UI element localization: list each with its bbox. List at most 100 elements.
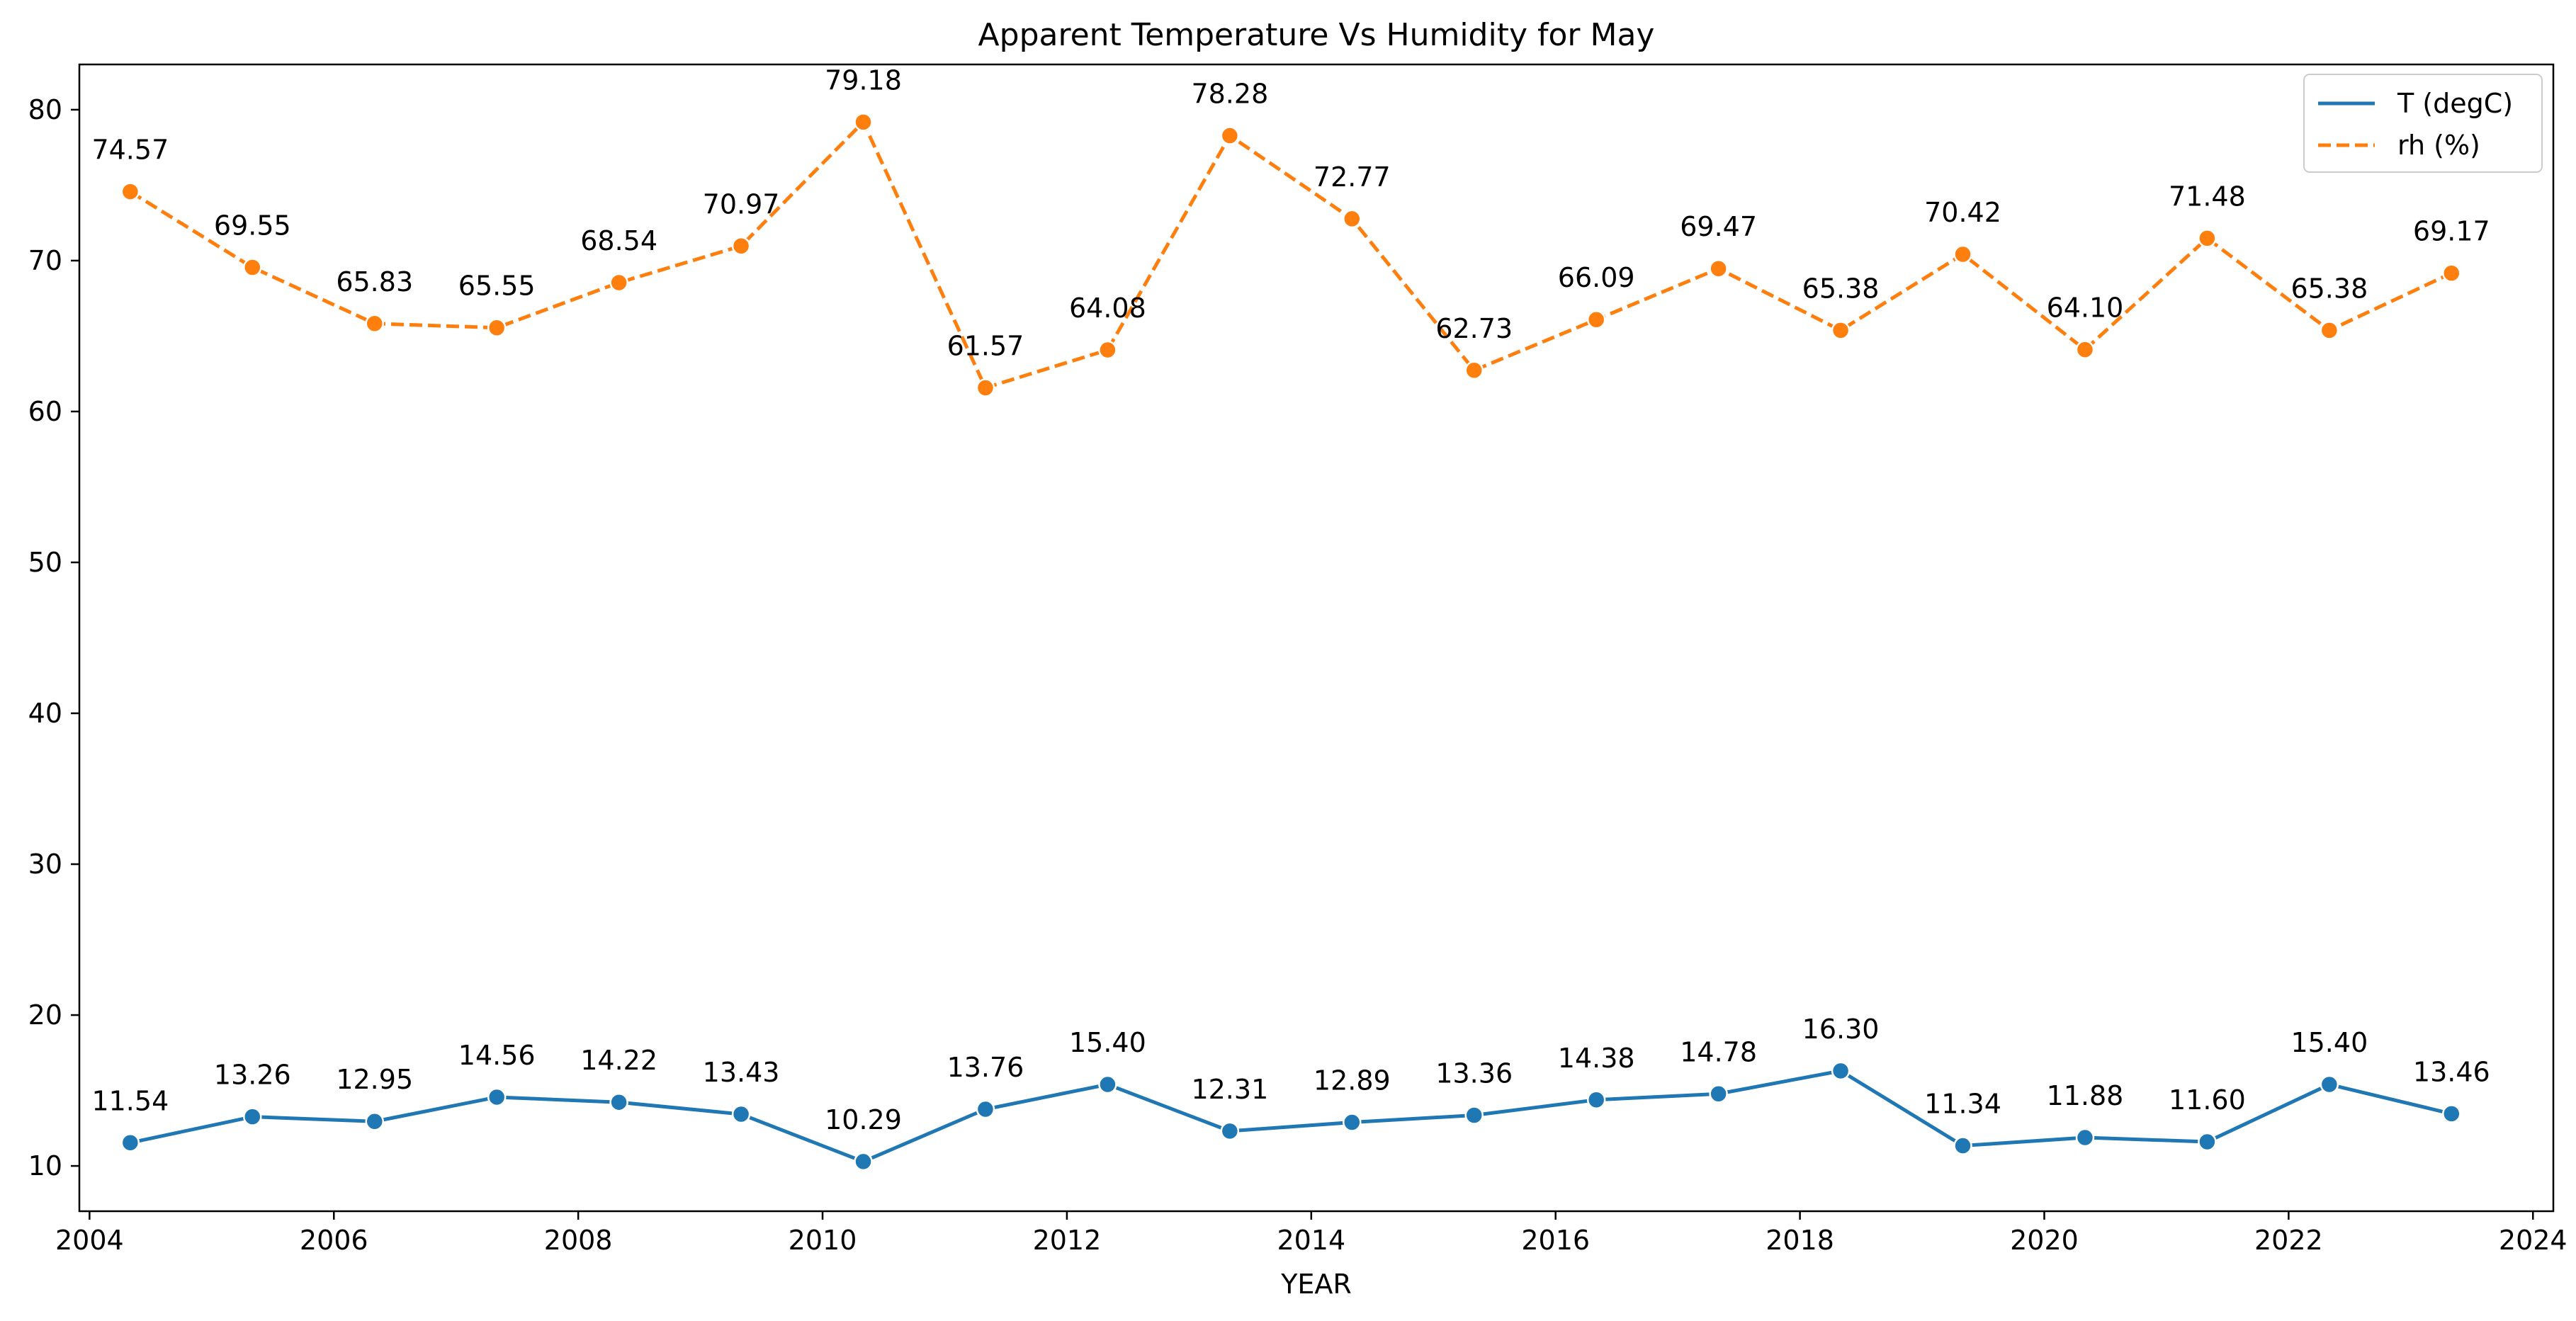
x-tick-label: 2004 (55, 1225, 124, 1256)
data-label-rh: 72.77 (1314, 161, 1391, 193)
data-point-t-degc (609, 1092, 628, 1112)
data-point-rh (1709, 259, 1728, 278)
data-point-t-degc (2442, 1104, 2461, 1123)
x-tick-label: 2006 (300, 1225, 368, 1256)
data-label-t-degc: 13.46 (2413, 1056, 2490, 1087)
plot-area-frame (78, 63, 2555, 1213)
data-label-t-degc: 11.88 (2047, 1080, 2124, 1111)
data-label-rh: 68.54 (580, 225, 657, 256)
data-point-t-degc (1953, 1136, 1972, 1155)
y-tick-label: 80 (28, 94, 62, 125)
data-point-rh (1220, 126, 1240, 145)
x-tick-label: 2012 (1033, 1225, 1102, 1256)
data-label-rh: 70.42 (1924, 197, 2001, 228)
plot-lines (129, 120, 2453, 1164)
data-label-t-degc: 15.40 (2290, 1027, 2368, 1058)
data-label-t-degc: 11.54 (91, 1085, 169, 1116)
data-point-t-degc (1098, 1075, 1117, 1094)
data-point-t-degc (1831, 1061, 1851, 1081)
data-point-rh (365, 314, 384, 334)
data-point-rh (854, 113, 873, 132)
chart-title: Apparent Temperature Vs Humidity for May (978, 17, 1655, 53)
data-point-rh (1586, 310, 1606, 329)
data-label-t-degc: 13.26 (214, 1060, 291, 1091)
x-tick-label: 2010 (789, 1225, 857, 1256)
x-axis: 2004 2006 2008 2010 2012 2014 2016 2018 2020 2022… (55, 1211, 2567, 1256)
x-tick-label: 2020 (2010, 1225, 2079, 1256)
data-label-t-degc: 13.76 (947, 1052, 1024, 1083)
data-point-rh (1831, 321, 1851, 340)
data-label-rh: 69.55 (214, 210, 291, 242)
data-point-rh (1098, 340, 1117, 360)
data-point-rh (243, 258, 262, 277)
data-label-t-degc: 14.78 (1680, 1036, 1757, 1067)
x-axis-label: YEAR (1280, 1269, 1352, 1300)
data-label-rh: 78.28 (1191, 79, 1268, 110)
data-label-rh: 69.47 (1680, 211, 1757, 242)
data-label-rh: 65.83 (336, 266, 413, 297)
data-point-rh (731, 237, 751, 256)
data-point-t-degc (1586, 1090, 1606, 1110)
data-label-t-degc: 12.89 (1314, 1065, 1391, 1096)
data-label-t-degc: 14.56 (458, 1040, 536, 1071)
data-label-rh: 64.10 (2047, 293, 2124, 324)
data-label-t-degc: 12.31 (1191, 1074, 1268, 1105)
x-tick-label: 2014 (1277, 1225, 1345, 1256)
data-point-rh (2320, 321, 2339, 340)
plot-data-labels: 11.54 13.26 12.95 14.56 14.22 13.43 10.29 13.76… (91, 64, 2490, 1135)
legend-box (2303, 74, 2543, 173)
data-point-rh (976, 378, 995, 397)
data-point-t-degc (2198, 1132, 2217, 1152)
data-label-t-degc: 12.95 (336, 1064, 413, 1095)
data-point-rh (1464, 361, 1484, 380)
data-point-rh (2442, 263, 2461, 283)
data-label-rh: 66.09 (1558, 262, 1635, 293)
data-label-rh: 65.38 (1802, 273, 1880, 304)
data-label-t-degc: 11.60 (2169, 1084, 2246, 1116)
series-line-t-degc (130, 1069, 2452, 1164)
x-tick-label: 2018 (1766, 1225, 1834, 1256)
y-tick-label: 30 (28, 849, 62, 880)
x-tick-label: 2022 (2254, 1225, 2323, 1256)
data-point-t-degc (2075, 1128, 2095, 1147)
data-point-rh (1953, 244, 1972, 264)
data-label-rh: 61.57 (947, 331, 1024, 362)
data-point-rh (1343, 209, 1362, 229)
data-label-t-degc: 10.29 (825, 1104, 902, 1135)
data-label-rh: 65.55 (458, 271, 536, 302)
data-point-t-degc (854, 1152, 873, 1172)
data-point-t-degc (365, 1111, 384, 1131)
x-tick-label: 2008 (544, 1225, 613, 1256)
data-point-rh (609, 273, 628, 293)
y-tick-label: 50 (28, 547, 62, 578)
y-tick-label: 40 (28, 698, 62, 729)
data-label-t-degc: 15.40 (1069, 1027, 1146, 1058)
data-label-rh: 69.17 (2413, 216, 2490, 247)
plot-markers (120, 113, 2461, 1172)
data-label-rh: 71.48 (2169, 181, 2246, 212)
data-label-rh: 79.18 (825, 64, 902, 96)
data-label-rh: 62.73 (1435, 313, 1513, 344)
y-tick-label: 70 (28, 245, 62, 276)
x-tick-label: 2016 (1521, 1225, 1590, 1256)
data-label-t-degc: 13.43 (703, 1057, 780, 1088)
data-label-t-degc: 13.36 (1435, 1058, 1513, 1089)
data-point-rh (2198, 229, 2217, 248)
data-point-t-degc (243, 1107, 262, 1126)
data-point-t-degc (731, 1104, 751, 1124)
legend-label-rh: rh (%) (2397, 130, 2480, 161)
data-label-t-degc: 16.30 (1802, 1014, 1880, 1045)
data-point-t-degc (1343, 1113, 1362, 1132)
data-point-t-degc (120, 1133, 140, 1152)
data-label-rh: 64.08 (1069, 293, 1146, 324)
data-label-t-degc: 14.22 (580, 1045, 657, 1076)
data-point-t-degc (1709, 1084, 1728, 1104)
legend-label-t-degc: T (degC) (2397, 88, 2513, 119)
legend: T (degC) rh (%) (2303, 74, 2543, 173)
data-point-t-degc (1464, 1106, 1484, 1125)
data-label-t-degc: 14.38 (1558, 1043, 1635, 1074)
data-point-t-degc (976, 1099, 995, 1119)
data-point-rh (120, 182, 140, 201)
y-tick-label: 20 (28, 999, 62, 1031)
